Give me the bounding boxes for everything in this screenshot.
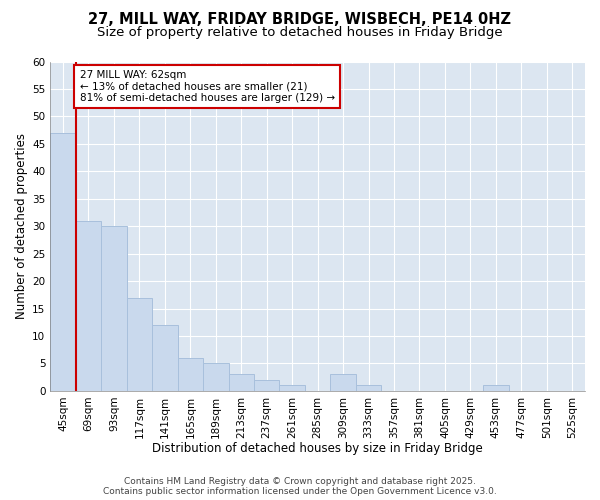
Bar — [331, 374, 356, 391]
Bar — [483, 386, 509, 391]
X-axis label: Distribution of detached houses by size in Friday Bridge: Distribution of detached houses by size … — [152, 442, 483, 455]
Bar — [178, 358, 203, 391]
Text: Size of property relative to detached houses in Friday Bridge: Size of property relative to detached ho… — [97, 26, 503, 39]
Bar — [76, 220, 101, 391]
Bar — [152, 325, 178, 391]
Bar — [101, 226, 127, 391]
Text: 27 MILL WAY: 62sqm
← 13% of detached houses are smaller (21)
81% of semi-detache: 27 MILL WAY: 62sqm ← 13% of detached hou… — [80, 70, 335, 103]
Text: Contains HM Land Registry data © Crown copyright and database right 2025.
Contai: Contains HM Land Registry data © Crown c… — [103, 476, 497, 496]
Bar — [254, 380, 280, 391]
Bar — [229, 374, 254, 391]
Bar — [50, 133, 76, 391]
Text: 27, MILL WAY, FRIDAY BRIDGE, WISBECH, PE14 0HZ: 27, MILL WAY, FRIDAY BRIDGE, WISBECH, PE… — [89, 12, 511, 28]
Bar — [127, 298, 152, 391]
Y-axis label: Number of detached properties: Number of detached properties — [15, 133, 28, 319]
Bar — [280, 386, 305, 391]
Bar — [356, 386, 381, 391]
Bar — [203, 364, 229, 391]
